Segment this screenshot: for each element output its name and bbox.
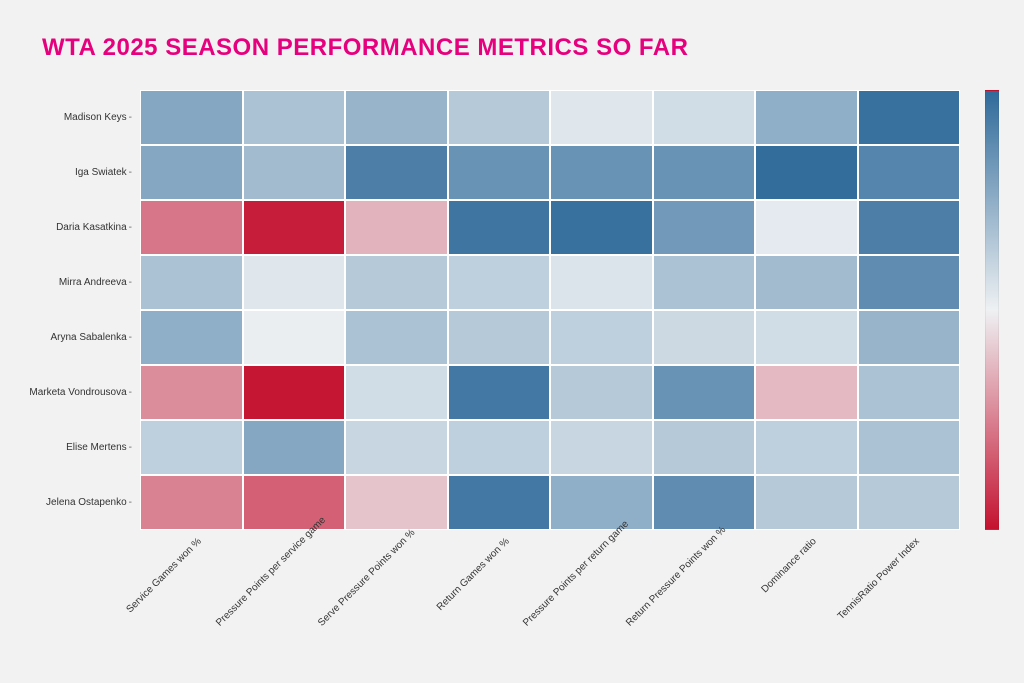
heatmap-cell (448, 310, 551, 365)
heatmap-cell (755, 310, 858, 365)
heatmap-ylabel: Aryna Sabalenka - (40, 310, 140, 365)
heatmap-ylabels: Madison Keys -Iga Swiatek -Daria Kasatki… (40, 90, 140, 530)
heatmap-ylabel: Daria Kasatkina - (40, 200, 140, 255)
heatmap-cell (345, 200, 448, 255)
heatmap-cell (140, 255, 243, 310)
heatmap-ylabel: Elise Mertens - (40, 420, 140, 475)
heatmap-cell (653, 145, 756, 200)
heatmap-xlabel: Pressure Points per return game (550, 530, 653, 670)
heatmap-cell (550, 475, 653, 530)
heatmap-cell (550, 310, 653, 365)
heatmap-cell (550, 200, 653, 255)
heatmap-cell (140, 365, 243, 420)
heatmap-cell (140, 90, 243, 145)
heatmap-xlabels: Service Games won %Pressure Points per s… (140, 530, 960, 670)
heatmap-cell (345, 365, 448, 420)
heatmap-cell (653, 420, 756, 475)
heatmap-cell (653, 255, 756, 310)
heatmap-cell (653, 365, 756, 420)
heatmap-cell (755, 200, 858, 255)
heatmap-cell (858, 310, 961, 365)
heatmap-xlabel: Pressure Points per service game (243, 530, 346, 670)
heatmap-cell (345, 145, 448, 200)
heatmap-cell (550, 145, 653, 200)
heatmap-cell (858, 200, 961, 255)
heatmap: Madison Keys -Iga Swiatek -Daria Kasatki… (40, 90, 960, 530)
heatmap-grid (140, 90, 960, 530)
heatmap-cell (858, 255, 961, 310)
heatmap-cell (243, 420, 346, 475)
heatmap-cell (858, 420, 961, 475)
heatmap-xlabel: Return Pressure Points won % (653, 530, 756, 670)
heatmap-ylabel: Marketa Vondrousova - (40, 365, 140, 420)
heatmap-cell (243, 475, 346, 530)
heatmap-cell (140, 145, 243, 200)
heatmap-cell (140, 310, 243, 365)
heatmap-cell (448, 420, 551, 475)
heatmap-cell (243, 310, 346, 365)
heatmap-cell (345, 310, 448, 365)
heatmap-cell (653, 200, 756, 255)
heatmap-cell (243, 145, 346, 200)
heatmap-cell (858, 365, 961, 420)
heatmap-cell (755, 365, 858, 420)
heatmap-cell (243, 365, 346, 420)
heatmap-cell (448, 365, 551, 420)
heatmap-cell (243, 90, 346, 145)
colorbar (985, 90, 999, 530)
heatmap-cell (755, 145, 858, 200)
heatmap-cell (755, 420, 858, 475)
heatmap-xlabel: Service Games won % (140, 530, 243, 670)
heatmap-cell (550, 365, 653, 420)
heatmap-cell (858, 145, 961, 200)
heatmap-cell (243, 255, 346, 310)
heatmap-cell (550, 90, 653, 145)
heatmap-cell (448, 255, 551, 310)
heatmap-cell (858, 475, 961, 530)
heatmap-ylabel: Madison Keys - (40, 90, 140, 145)
heatmap-ylabel: Jelena Ostapenko - (40, 475, 140, 530)
heatmap-cell (448, 475, 551, 530)
heatmap-cell (243, 200, 346, 255)
heatmap-cell (448, 145, 551, 200)
heatmap-cell (448, 200, 551, 255)
heatmap-cell (858, 90, 961, 145)
heatmap-xlabel: Serve Pressure Points won % (345, 530, 448, 670)
heatmap-ylabel: Mirra Andreeva - (40, 255, 140, 310)
heatmap-cell (345, 90, 448, 145)
heatmap-cell (653, 475, 756, 530)
chart-title: WTA 2025 Season Performance Metrics So F… (42, 34, 688, 62)
heatmap-cell (345, 475, 448, 530)
heatmap-cell (345, 420, 448, 475)
heatmap-cell (550, 420, 653, 475)
heatmap-cell (755, 90, 858, 145)
heatmap-cell (140, 475, 243, 530)
heatmap-cell (653, 90, 756, 145)
heatmap-cell (448, 90, 551, 145)
heatmap-xlabel: Dominance ratio (755, 530, 858, 670)
heatmap-cell (550, 255, 653, 310)
heatmap-ylabel: Iga Swiatek - (40, 145, 140, 200)
heatmap-cell (755, 475, 858, 530)
heatmap-xlabel: Return Games won % (448, 530, 551, 670)
heatmap-cell (653, 310, 756, 365)
heatmap-xlabel: TennisRatio Power Index (858, 530, 961, 670)
heatmap-cell (755, 255, 858, 310)
heatmap-cell (345, 255, 448, 310)
heatmap-cell (140, 200, 243, 255)
heatmap-cell (140, 420, 243, 475)
